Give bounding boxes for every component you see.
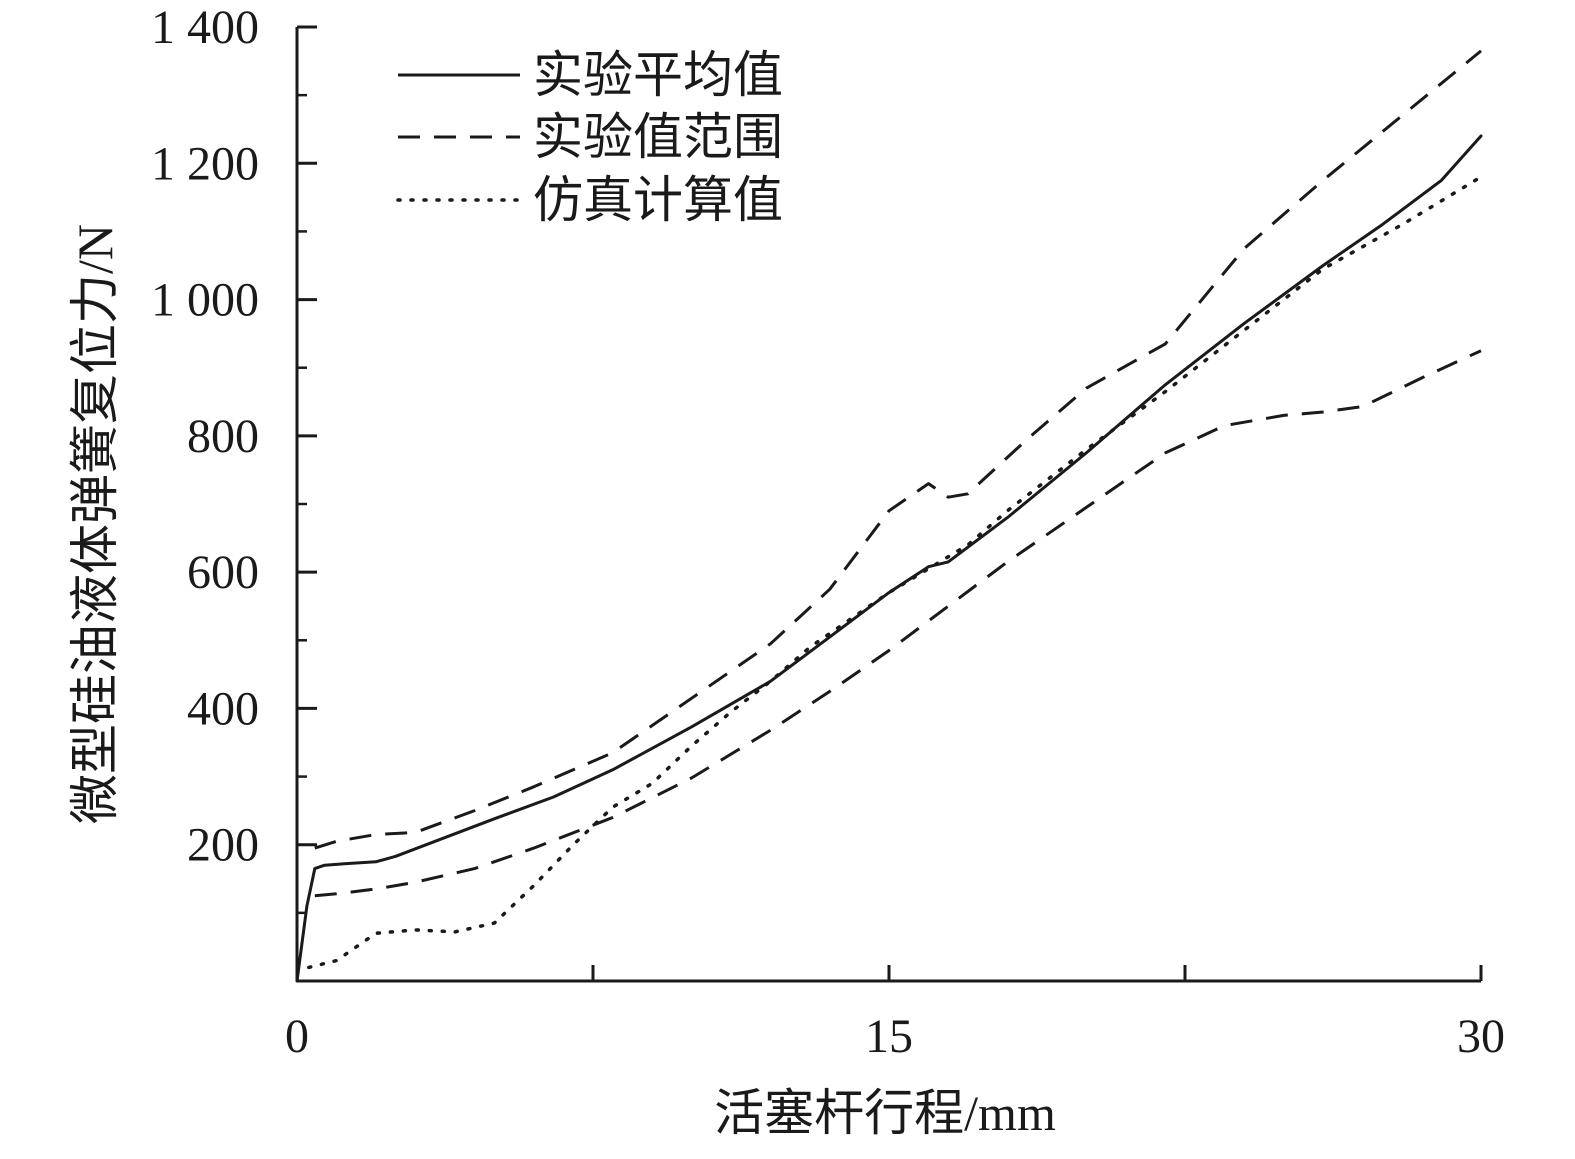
- series-line-dashed-2: [314, 349, 1482, 898]
- x-tick-label: 30: [1457, 1010, 1505, 1063]
- x-axis-title: 活塞杆行程/mm: [714, 1085, 1056, 1141]
- series-line-dashed-1: [314, 49, 1482, 850]
- axes: [295, 27, 1481, 983]
- y-tick-label: 400: [187, 682, 259, 735]
- x-tick-label: 0: [285, 1010, 309, 1063]
- series-line-solid-0: [295, 134, 1483, 983]
- legend-label: 实验值范围: [533, 109, 783, 165]
- series-line-dotted-3: [307, 175, 1483, 970]
- x-tick-label: 15: [865, 1010, 913, 1063]
- y-tick-label: 600: [187, 546, 259, 599]
- y-tick-label: 200: [187, 819, 259, 872]
- y-axis-ticks: 200 400 600 800 1 000 1 200 1 400: [151, 1, 317, 915]
- legend-label: 实验平均值: [533, 47, 783, 103]
- y-axis-title: 微型硅油液体弹簧复位力/N: [67, 224, 123, 824]
- legend-label: 仿真计算值: [533, 172, 783, 228]
- series-layer: [295, 49, 1483, 983]
- y-tick-label: 1 000: [151, 274, 259, 327]
- y-tick-label: 1 200: [151, 137, 259, 190]
- y-tick-label: 800: [187, 410, 259, 463]
- y-tick-label: 1 400: [151, 1, 259, 54]
- x-axis-ticks: 0 15 30: [285, 965, 1505, 1063]
